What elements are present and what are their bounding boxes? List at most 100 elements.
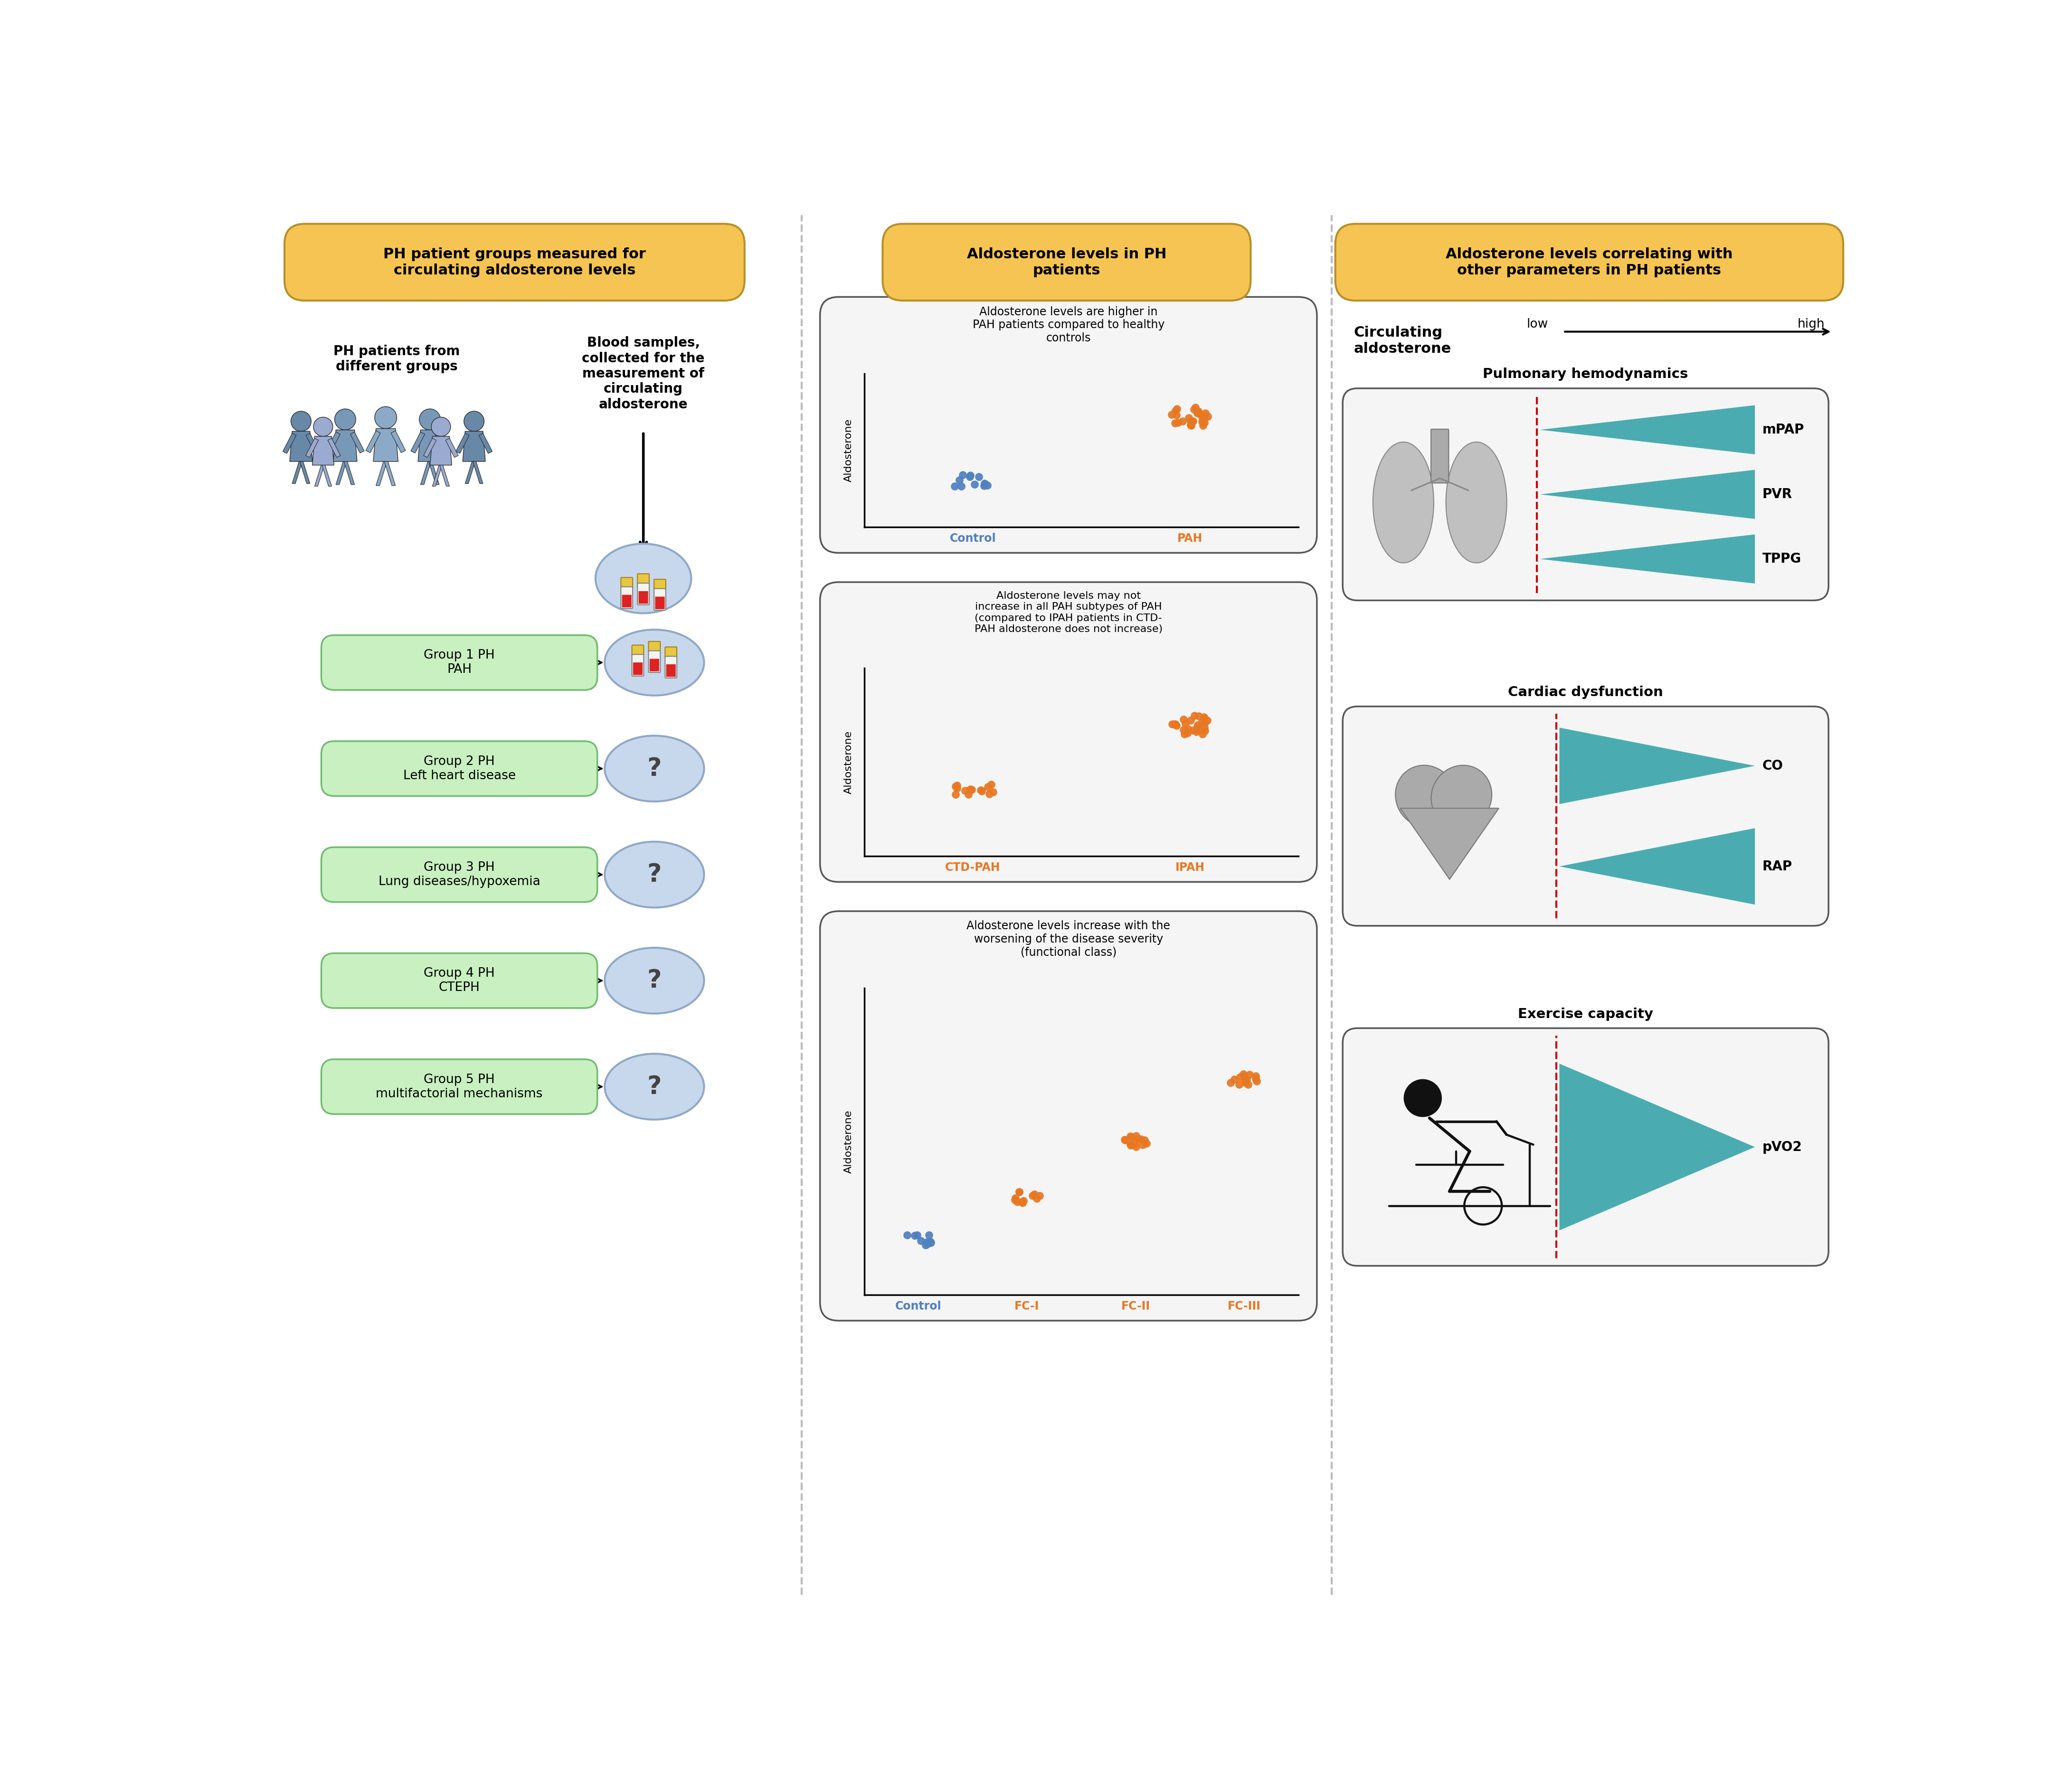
FancyBboxPatch shape <box>1342 1029 1829 1265</box>
Polygon shape <box>473 462 483 484</box>
Ellipse shape <box>1430 765 1492 828</box>
Polygon shape <box>333 430 358 462</box>
Ellipse shape <box>604 1054 705 1120</box>
Text: Group 3 PH
Lung diseases/hypoxemia: Group 3 PH Lung diseases/hypoxemia <box>378 862 540 887</box>
FancyBboxPatch shape <box>633 654 643 676</box>
FancyBboxPatch shape <box>656 597 664 609</box>
Polygon shape <box>335 462 347 484</box>
FancyBboxPatch shape <box>321 953 598 1009</box>
Text: Exercise capacity: Exercise capacity <box>1519 1007 1654 1021</box>
Text: PVR: PVR <box>1763 487 1792 502</box>
FancyBboxPatch shape <box>882 224 1251 301</box>
Text: PH patients from
different groups: PH patients from different groups <box>333 344 460 373</box>
FancyBboxPatch shape <box>321 848 598 901</box>
FancyBboxPatch shape <box>653 588 666 611</box>
FancyBboxPatch shape <box>649 650 660 672</box>
Polygon shape <box>417 430 442 462</box>
Ellipse shape <box>604 842 705 907</box>
FancyBboxPatch shape <box>623 595 631 607</box>
Polygon shape <box>462 432 485 462</box>
Text: mPAP: mPAP <box>1763 423 1804 437</box>
Ellipse shape <box>604 737 705 801</box>
Polygon shape <box>366 430 380 453</box>
Text: PAH: PAH <box>1178 532 1202 545</box>
Text: Aldosterone levels are higher in
PAH patients compared to healthy
controls: Aldosterone levels are higher in PAH pat… <box>972 306 1165 344</box>
Text: PH patient groups measured for
circulating aldosterone levels: PH patient groups measured for circulati… <box>382 247 645 278</box>
Polygon shape <box>1539 405 1755 455</box>
Polygon shape <box>327 432 341 453</box>
FancyBboxPatch shape <box>1342 706 1829 926</box>
FancyBboxPatch shape <box>637 573 649 584</box>
Text: low: low <box>1527 319 1547 330</box>
Text: Aldosterone levels in PH
patients: Aldosterone levels in PH patients <box>966 247 1167 278</box>
Polygon shape <box>1539 470 1755 520</box>
Polygon shape <box>343 462 356 484</box>
FancyBboxPatch shape <box>633 663 643 676</box>
FancyBboxPatch shape <box>321 1059 598 1115</box>
Polygon shape <box>314 466 325 486</box>
FancyBboxPatch shape <box>621 577 633 588</box>
Polygon shape <box>429 435 452 466</box>
Ellipse shape <box>596 543 690 613</box>
Text: IPAH: IPAH <box>1175 862 1204 873</box>
Polygon shape <box>411 432 425 453</box>
FancyBboxPatch shape <box>666 665 676 677</box>
Polygon shape <box>306 439 319 457</box>
FancyBboxPatch shape <box>666 656 676 677</box>
Text: Pulmonary hemodynamics: Pulmonary hemodynamics <box>1484 367 1689 382</box>
Circle shape <box>335 409 356 430</box>
Circle shape <box>292 410 310 432</box>
Text: Group 2 PH
Left heart disease: Group 2 PH Left heart disease <box>403 754 516 781</box>
Text: FC-II: FC-II <box>1122 1301 1151 1312</box>
Ellipse shape <box>604 948 705 1014</box>
FancyBboxPatch shape <box>653 579 666 590</box>
Text: Aldosterone levels increase with the
worsening of the disease severity
(function: Aldosterone levels increase with the wor… <box>966 921 1169 959</box>
Polygon shape <box>323 466 331 486</box>
Text: Group 4 PH
CTEPH: Group 4 PH CTEPH <box>423 968 495 995</box>
Polygon shape <box>436 432 448 453</box>
Polygon shape <box>432 466 442 486</box>
FancyBboxPatch shape <box>820 910 1317 1321</box>
Circle shape <box>314 418 333 435</box>
Polygon shape <box>376 462 386 486</box>
FancyBboxPatch shape <box>284 224 744 301</box>
Polygon shape <box>306 434 319 453</box>
Polygon shape <box>421 462 432 484</box>
FancyBboxPatch shape <box>820 297 1317 554</box>
Polygon shape <box>464 462 475 484</box>
Text: Aldosterone levels may not
increase in all PAH subtypes of PAH
(compared to IPAH: Aldosterone levels may not increase in a… <box>974 591 1163 634</box>
Text: TPPG: TPPG <box>1763 552 1802 566</box>
Ellipse shape <box>1373 443 1434 563</box>
Polygon shape <box>423 439 436 457</box>
Text: Group 1 PH
PAH: Group 1 PH PAH <box>423 649 495 676</box>
Text: Aldosterone: Aldosterone <box>845 419 853 482</box>
FancyBboxPatch shape <box>1342 389 1829 600</box>
Polygon shape <box>1560 828 1755 905</box>
Text: Cardiac dysfunction: Cardiac dysfunction <box>1508 686 1662 699</box>
FancyBboxPatch shape <box>321 634 598 690</box>
Polygon shape <box>327 439 341 457</box>
FancyBboxPatch shape <box>649 642 660 652</box>
Text: Circulating
aldosterone: Circulating aldosterone <box>1354 326 1451 355</box>
Text: Control: Control <box>949 532 997 545</box>
Polygon shape <box>1560 1064 1755 1231</box>
Polygon shape <box>292 462 302 484</box>
Text: Blood samples,
collected for the
measurement of
circulating
aldosterone: Blood samples, collected for the measure… <box>582 337 705 410</box>
Text: ?: ? <box>647 1075 662 1098</box>
FancyBboxPatch shape <box>666 647 676 658</box>
Text: ?: ? <box>647 756 662 781</box>
Polygon shape <box>284 434 296 453</box>
FancyBboxPatch shape <box>649 659 660 672</box>
FancyBboxPatch shape <box>633 645 643 656</box>
FancyBboxPatch shape <box>321 742 598 796</box>
Polygon shape <box>384 462 395 486</box>
Text: Aldosterone: Aldosterone <box>845 1109 853 1174</box>
Polygon shape <box>300 462 310 484</box>
Polygon shape <box>290 432 312 462</box>
Text: Group 5 PH
multifactorial mechanisms: Group 5 PH multifactorial mechanisms <box>376 1073 543 1100</box>
Text: high: high <box>1798 319 1825 330</box>
Polygon shape <box>1399 808 1498 880</box>
Polygon shape <box>429 462 440 484</box>
FancyBboxPatch shape <box>1430 428 1449 484</box>
Polygon shape <box>349 432 364 453</box>
